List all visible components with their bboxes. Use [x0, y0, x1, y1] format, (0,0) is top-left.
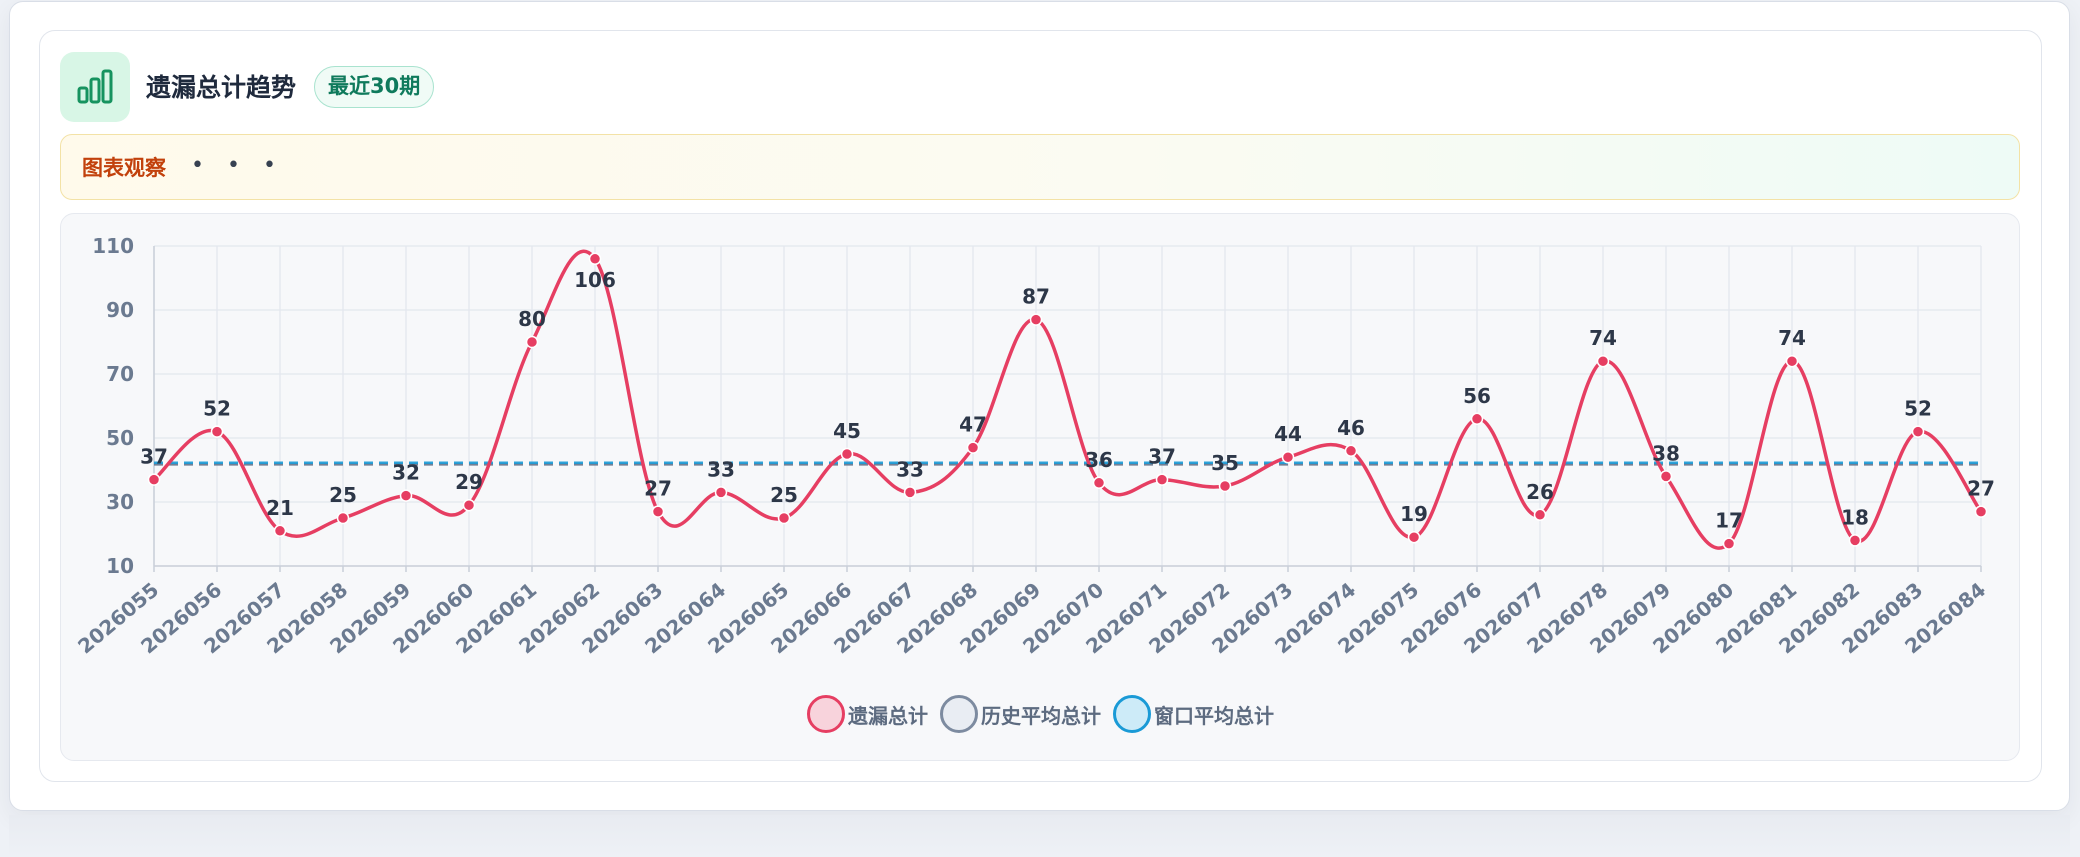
- data-point: [1533, 508, 1547, 522]
- data-label: 74: [1589, 326, 1617, 350]
- legend-item-history-avg[interactable]: 历史平均总计: [940, 695, 1101, 733]
- data-point: [1029, 313, 1043, 326]
- y-tick-label: 90: [106, 298, 134, 322]
- data-label: 52: [1904, 397, 1932, 421]
- data-point: [1092, 476, 1106, 490]
- data-label: 52: [203, 397, 231, 421]
- chart-header-icon: [60, 52, 130, 122]
- data-label: 29: [455, 470, 483, 494]
- observation-bar[interactable]: 图表观察 • • •: [60, 134, 2020, 200]
- data-label: 32: [392, 461, 420, 485]
- legend-swatch-series: [807, 695, 845, 733]
- data-point: [1155, 473, 1169, 486]
- page-footer-shade: [9, 815, 2070, 857]
- data-label: 38: [1652, 441, 1680, 465]
- y-tick-label: 50: [106, 426, 134, 450]
- data-label: 36: [1085, 448, 1113, 472]
- more-dots-icon[interactable]: • • •: [191, 153, 284, 178]
- data-point: [1344, 444, 1358, 458]
- data-label: 21: [266, 496, 294, 520]
- data-label: 106: [574, 268, 616, 292]
- legend-item-window-avg[interactable]: 窗口平均总计: [1113, 695, 1274, 733]
- data-point: [1911, 425, 1925, 438]
- data-point: [1281, 450, 1295, 464]
- data-label: 18: [1841, 505, 1869, 529]
- data-point: [1974, 505, 1988, 518]
- data-label: 27: [644, 477, 672, 501]
- data-point: [903, 486, 917, 499]
- data-point: [462, 498, 476, 512]
- legend-swatch-window-avg: [1113, 695, 1151, 733]
- data-point: [1407, 530, 1421, 544]
- data-point: [1848, 534, 1862, 547]
- data-label: 17: [1715, 509, 1743, 533]
- data-label: 87: [1022, 285, 1050, 309]
- legend-label-window-avg: 窗口平均总计: [1154, 703, 1274, 728]
- legend-label-series: 遗漏总计: [848, 703, 928, 728]
- y-tick-label: 70: [106, 362, 134, 386]
- legend-label-history-avg: 历史平均总计: [981, 703, 1101, 728]
- data-point: [1470, 412, 1484, 426]
- data-point: [840, 447, 854, 461]
- data-point: [399, 489, 413, 502]
- data-point: [1218, 479, 1232, 493]
- data-label: 46: [1337, 416, 1365, 440]
- data-point: [1659, 470, 1673, 483]
- data-point: [714, 486, 728, 499]
- data-point: [588, 252, 602, 266]
- data-label: 56: [1463, 384, 1491, 408]
- data-label: 37: [1148, 445, 1176, 469]
- data-label: 19: [1400, 502, 1428, 526]
- data-label: 35: [1211, 451, 1239, 475]
- y-tick-label: 110: [92, 234, 134, 258]
- chart-panel: [60, 213, 2020, 761]
- data-label: 37: [140, 445, 168, 469]
- data-point: [1785, 354, 1799, 368]
- data-label: 26: [1526, 480, 1554, 504]
- data-label: 33: [896, 457, 924, 481]
- data-point: [336, 511, 350, 525]
- y-tick-label: 10: [106, 554, 134, 578]
- data-point: [777, 511, 791, 525]
- data-label: 25: [770, 483, 798, 507]
- data-label: 27: [1967, 477, 1995, 501]
- data-point: [651, 505, 665, 518]
- series-line: [152, 249, 1983, 550]
- chart-legend: 遗漏总计 历史平均总计 窗口平均总计: [807, 694, 1286, 734]
- observation-label: 图表观察: [82, 156, 166, 180]
- chart-title: 遗漏总计趋势: [146, 73, 297, 102]
- data-point: [273, 524, 287, 538]
- data-point: [966, 441, 980, 454]
- y-tick-label: 30: [106, 490, 134, 514]
- data-label: 33: [707, 457, 735, 481]
- data-label: 47: [959, 413, 987, 437]
- data-point: [210, 425, 224, 438]
- legend-item-series[interactable]: 遗漏总计: [807, 695, 928, 733]
- data-label: 44: [1274, 422, 1302, 446]
- data-point: [525, 335, 539, 349]
- legend-swatch-history-avg: [940, 695, 978, 733]
- data-point: [1722, 537, 1736, 550]
- period-badge[interactable]: 最近30期: [314, 66, 435, 108]
- data-label: 45: [833, 419, 861, 443]
- data-label: 25: [329, 483, 357, 507]
- data-point: [147, 473, 161, 486]
- data-label: 74: [1778, 326, 1806, 350]
- data-label: 80: [518, 307, 546, 331]
- bar-chart-icon: [77, 69, 113, 104]
- data-point: [1596, 354, 1610, 368]
